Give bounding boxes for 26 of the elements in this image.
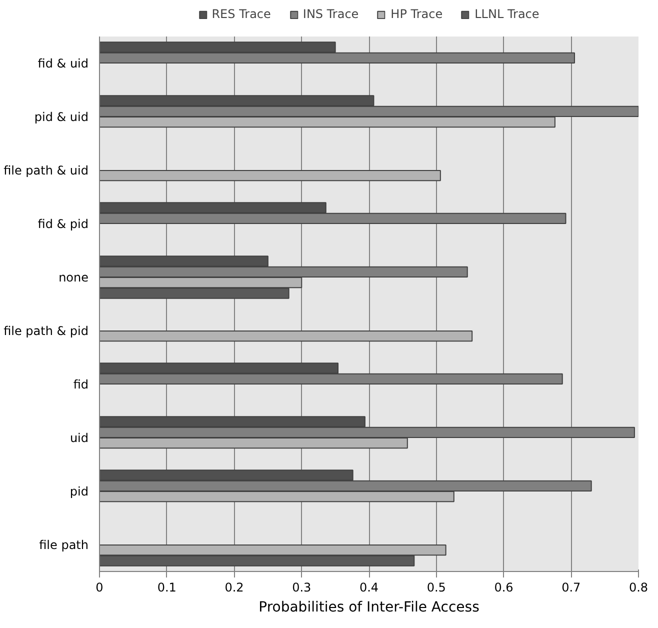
legend-label: RES Trace [212, 7, 271, 21]
x-tick-label: 0.3 [292, 580, 312, 594]
x-tick-label: 0 [96, 580, 104, 594]
y-tick-label: uid [70, 430, 89, 445]
x-tick-label: 0.7 [562, 580, 581, 594]
y-tick-label: fid [73, 377, 89, 392]
legend-label: LLNL Trace [474, 7, 540, 21]
y-tick-label: file path [39, 538, 89, 552]
y-tick-label: none [58, 270, 88, 284]
x-tick-label: 0.5 [426, 580, 446, 594]
x-axis-title: Probabilities of Inter-File Access [258, 600, 480, 616]
x-tick-label: 0.6 [494, 580, 514, 594]
y-tick-label: fid & pid [38, 216, 89, 231]
x-tick-label: 0.4 [359, 580, 379, 594]
y-tick-label: file path & pid [4, 324, 89, 338]
legend-label: HP Trace [390, 7, 443, 21]
y-tick-label: pid & uid [34, 110, 89, 124]
x-tick-label: 0.8 [628, 580, 648, 594]
y-tick-label: file path & uid [4, 163, 89, 178]
x-tick-label: 0.1 [157, 580, 176, 594]
y-tick-label: fid & uid [38, 56, 88, 70]
x-tick-label: 0.2 [224, 580, 244, 594]
bar [100, 330, 473, 342]
bar [100, 170, 441, 182]
legend-label: INS Trace [302, 7, 359, 21]
y-tick-label: pid [70, 484, 89, 498]
